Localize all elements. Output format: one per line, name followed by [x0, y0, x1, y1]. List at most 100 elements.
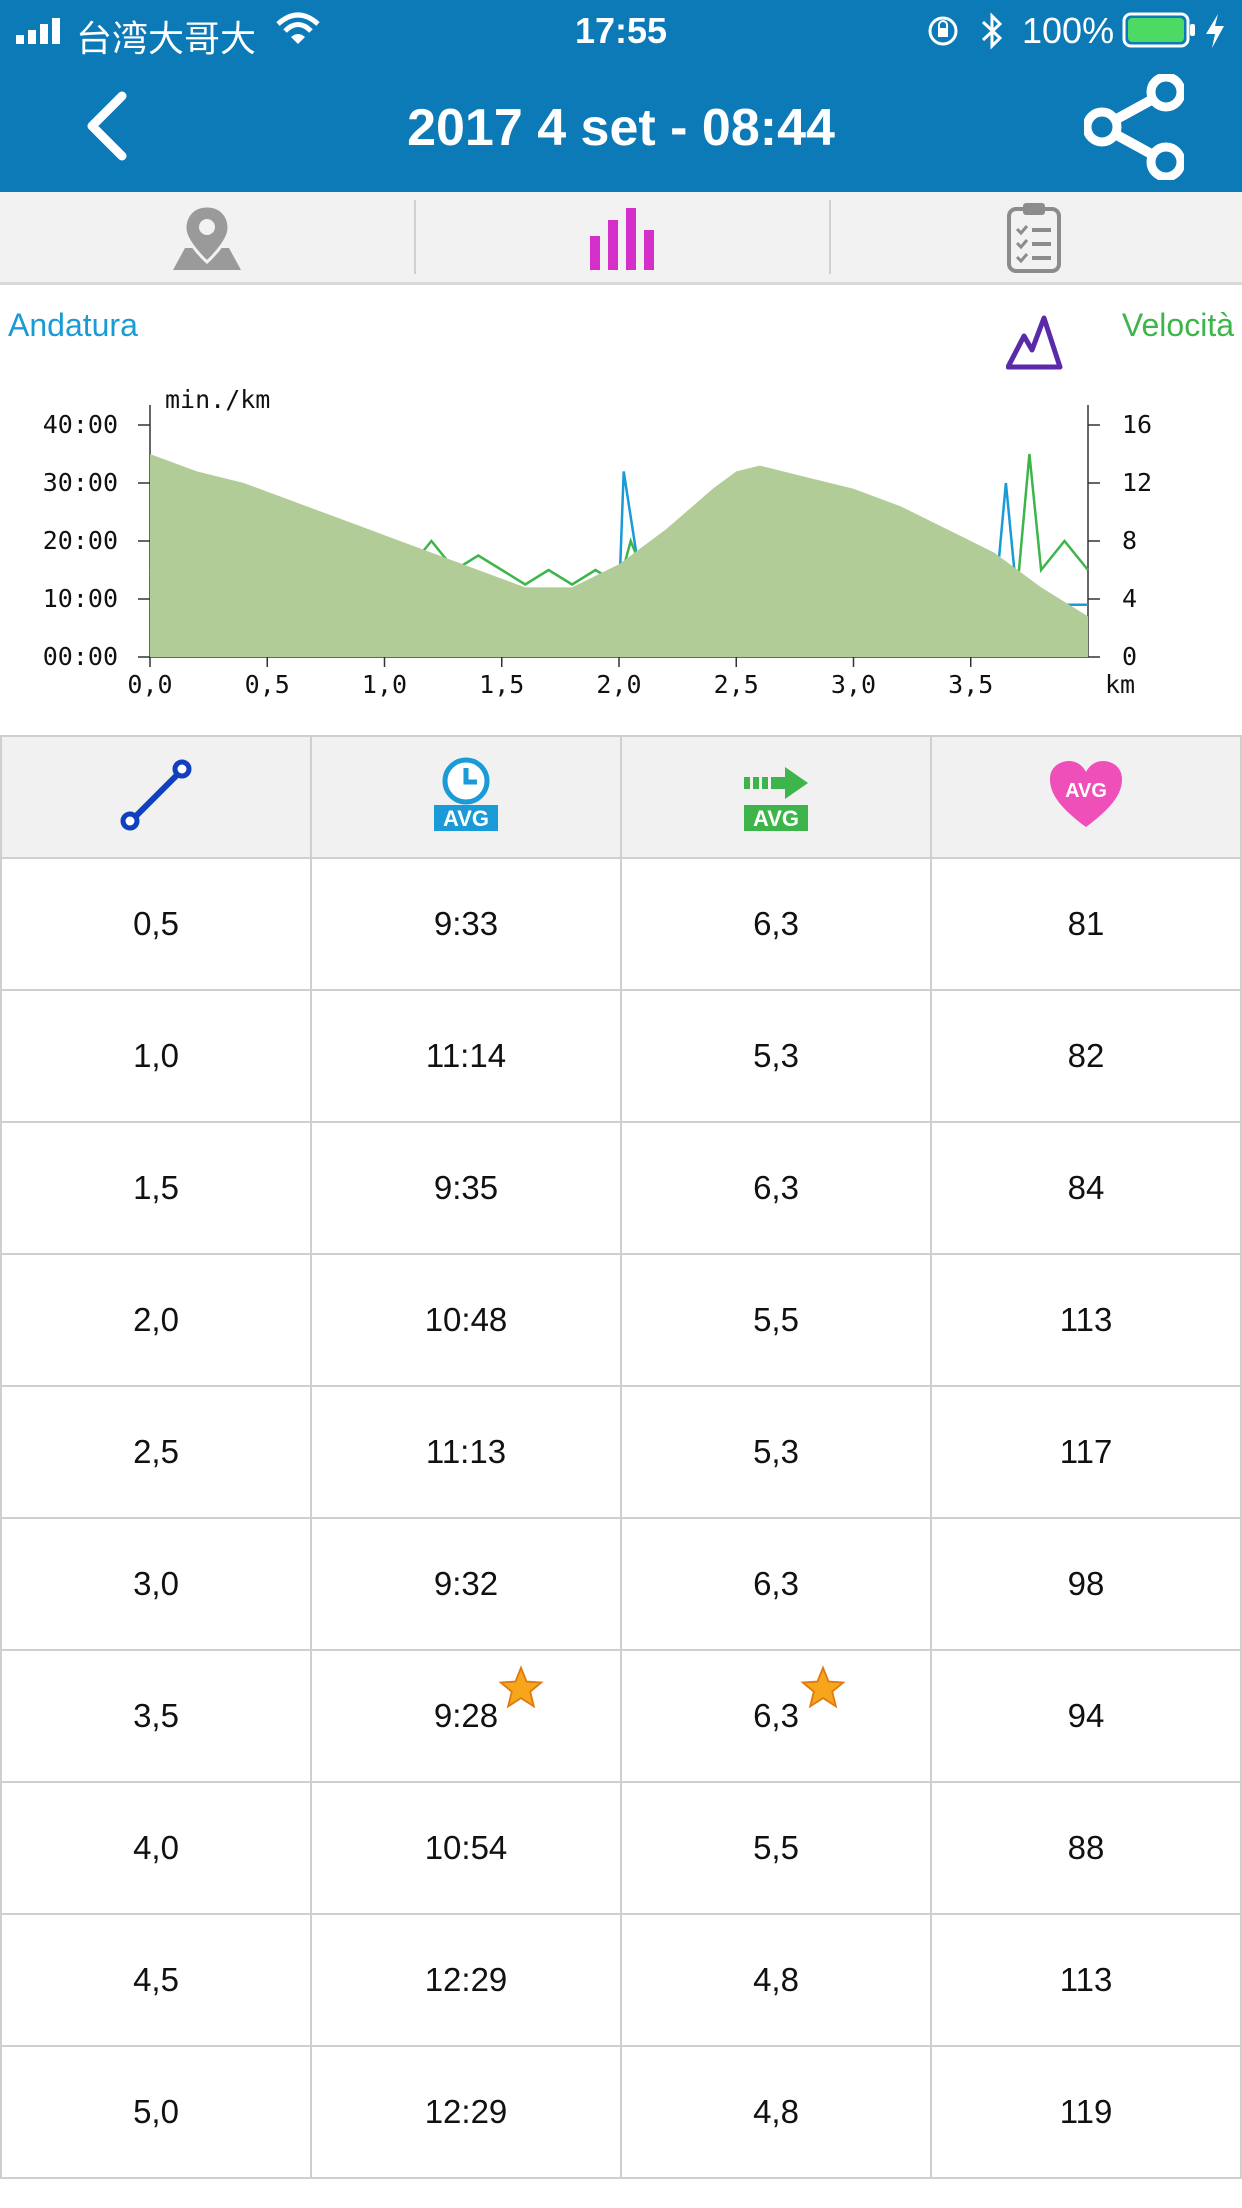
pace-cell-value: 10:54 — [424, 1829, 508, 1866]
x-unit-label: km — [1105, 670, 1135, 699]
pace-cell-value: 11:13 — [425, 1433, 507, 1470]
heart-rate-cell: 82 — [930, 989, 1242, 1123]
pace-cell-value: 9:35 — [433, 1169, 499, 1206]
pace-cell: 12:29 — [310, 2045, 622, 2179]
pace-cell-value: 10:48 — [424, 1301, 508, 1338]
table-row: 4,0 10:54 5,5 88 — [0, 1781, 1242, 1915]
status-bar: 台湾大哥大 17:55 100% — [0, 0, 1242, 62]
y-left-tick-label: 10:00 — [43, 584, 118, 613]
avg-pace-column-header: AVG — [310, 735, 622, 859]
battery-icon — [1122, 12, 1195, 48]
table-row: 3,0 9:32 6,3 98 — [0, 1517, 1242, 1651]
heart-rate-cell: 113 — [930, 1253, 1242, 1387]
bar-chart-icon — [590, 208, 654, 270]
tab-summary[interactable] — [831, 192, 1242, 282]
table-row: 5,0 12:29 4,8 119 — [0, 2045, 1242, 2179]
table-row: 1,0 11:14 5,3 82 — [0, 989, 1242, 1123]
heart-rate-cell: 98 — [930, 1517, 1242, 1651]
avg-pace-icon: AVG — [434, 757, 498, 831]
heart-rate-cell-value: 98 — [1067, 1565, 1105, 1602]
y-right-tick-label: 12 — [1122, 468, 1152, 497]
speed-cell: 4,8 — [620, 1913, 932, 2047]
best-star-icon — [800, 1665, 846, 1709]
avg-speed-icon: AVG — [744, 766, 808, 831]
elevation-icon[interactable] — [1006, 312, 1064, 370]
avg-speed-column-header: AVG — [620, 735, 932, 859]
back-button[interactable] — [70, 86, 150, 166]
speed-cell-value: 5,3 — [753, 1433, 799, 1470]
speed-cell-value: 6,3 — [753, 1697, 799, 1734]
wifi-icon — [276, 12, 320, 44]
y-left-tick-label: 30:00 — [43, 468, 118, 497]
signal-icon — [16, 18, 60, 44]
distance-cell: 3,5 — [0, 1649, 312, 1783]
heart-rate-cell: 113 — [930, 1913, 1242, 2047]
tab-charts[interactable] — [416, 192, 830, 282]
speed-cell-value: 6,3 — [753, 905, 799, 942]
x-tick-label: 2,5 — [714, 670, 759, 699]
rotation-lock-icon — [928, 16, 958, 46]
speed-cell: 5,5 — [620, 1781, 932, 1915]
y-left-tick-label: 00:00 — [43, 642, 118, 671]
pace-cell-value: 11:14 — [425, 1037, 507, 1074]
x-tick-label: 2,0 — [596, 670, 641, 699]
speed-cell-value: 5,5 — [753, 1301, 799, 1338]
svg-text:AVG: AVG — [753, 806, 799, 831]
chart-panel: Andatura Velocità min./km 40:00 30:00 20:0… — [0, 285, 1242, 735]
speed-legend-label: Velocità — [1121, 307, 1234, 343]
pace-cell-value: 9:33 — [433, 905, 499, 942]
x-tick-label: 1,0 — [362, 670, 407, 699]
distance-cell-value: 4,0 — [133, 1829, 179, 1866]
distance-cell-value: 1,5 — [133, 1169, 179, 1206]
tab-map[interactable] — [0, 192, 414, 282]
y-right-tick-label: 4 — [1122, 584, 1137, 613]
distance-cell: 1,0 — [0, 989, 312, 1123]
avg-heart-rate-column-header: AVG — [930, 735, 1242, 859]
pace-cell: 10:54 — [310, 1781, 622, 1915]
speed-cell-value: 5,5 — [753, 1829, 799, 1866]
elevation-area — [150, 454, 1088, 657]
distance-cell: 2,5 — [0, 1385, 312, 1519]
svg-text:AVG: AVG — [1065, 780, 1107, 802]
heart-rate-cell-value: 119 — [1059, 2093, 1113, 2130]
share-button[interactable] — [1082, 72, 1186, 182]
best-star-icon — [498, 1665, 544, 1709]
table-row: 2,0 10:48 5,5 113 — [0, 1253, 1242, 1387]
y-unit-label: min./km — [165, 385, 270, 414]
heart-rate-cell-value: 81 — [1067, 905, 1105, 942]
heart-rate-cell: 117 — [930, 1385, 1242, 1519]
speed-cell: 5,5 — [620, 1253, 932, 1387]
speed-cell: 4,8 — [620, 2045, 932, 2179]
tab-bar — [0, 192, 1242, 285]
pace-cell: 10:48 — [310, 1253, 622, 1387]
table-row: 0,5 9:33 6,3 81 — [0, 857, 1242, 991]
navigation-bar: 2017 4 set - 08:44 — [0, 62, 1242, 192]
speed-cell-value: 6,3 — [753, 1169, 799, 1206]
heart-rate-cell-value: 113 — [1059, 1301, 1113, 1338]
svg-text:AVG: AVG — [443, 806, 489, 831]
distance-cell: 2,0 — [0, 1253, 312, 1387]
speed-cell: 6,3 — [620, 857, 932, 991]
pace-cell: 9:33 — [310, 857, 622, 991]
table-header-row: AVG AVG AVG — [0, 735, 1242, 859]
pace-speed-chart: min./km 40:00 30:00 20:00 10:00 00:00 16 12 8 4 0… — [43, 385, 1152, 699]
pace-cell-value: 9:32 — [433, 1565, 499, 1602]
distance-cell: 4,5 — [0, 1913, 312, 2047]
pace-cell-value: 12:29 — [424, 1961, 508, 1998]
battery-percent: 100% — [1022, 10, 1115, 51]
pace-cell: 12:29 — [310, 1913, 622, 2047]
distance-cell: 3,0 — [0, 1517, 312, 1651]
speed-cell: 5,3 — [620, 989, 932, 1123]
distance-cell: 1,5 — [0, 1121, 312, 1255]
speed-cell-value: 6,3 — [753, 1565, 799, 1602]
table-row: 2,5 11:13 5,3 117 — [0, 1385, 1242, 1519]
y-left-tick-label: 40:00 — [43, 410, 118, 439]
pace-cell-value: 12:29 — [424, 2093, 508, 2130]
clipboard-icon — [1007, 203, 1061, 273]
speed-cell: 5,3 — [620, 1385, 932, 1519]
y-right-tick-label: 8 — [1122, 526, 1137, 555]
heart-rate-cell-value: 94 — [1067, 1697, 1105, 1734]
speed-cell: 6,3 — [620, 1517, 932, 1651]
distance-cell-value: 3,0 — [133, 1565, 179, 1602]
table-row: 3,5 9:28 6,3 94 — [0, 1649, 1242, 1783]
